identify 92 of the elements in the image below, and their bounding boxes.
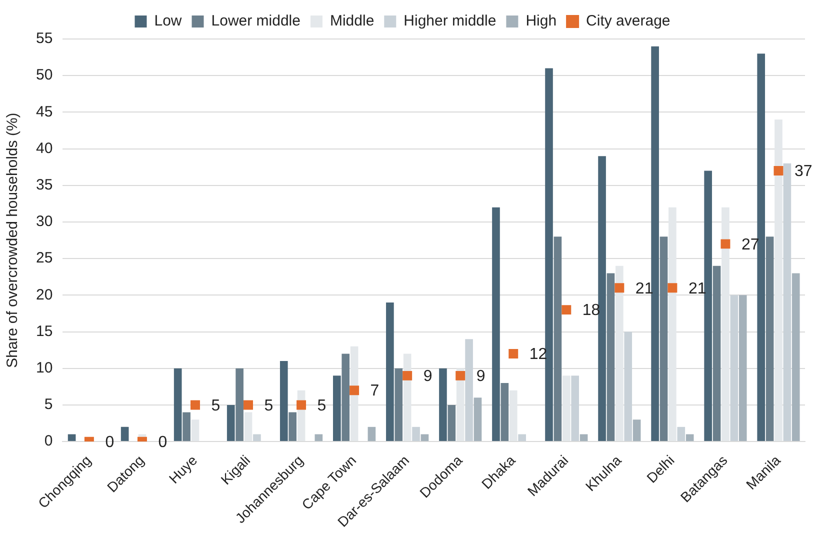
point [562,305,572,315]
bar [492,207,500,442]
legend-label: High [526,12,557,30]
bar [606,273,615,442]
bar [580,434,588,442]
bar [783,163,792,442]
bar [722,207,730,442]
legend-label: City average [586,12,670,30]
bar [792,273,800,442]
data-label: 5 [264,397,274,414]
bar [333,376,341,442]
y-tick-label: 45 [36,103,53,120]
y-tick-label: 5 [44,396,53,414]
legend-label: Middle [330,12,374,30]
bar [730,295,738,442]
y-tick-label: 15 [36,322,53,340]
y-tick-label: 40 [36,140,53,157]
bar [68,434,76,442]
data-label: 5 [317,397,326,414]
y-tick-label: 35 [36,176,53,194]
point [350,386,360,396]
bar [120,426,129,442]
y-tick-label: 25 [36,250,53,267]
legend-label: Lower middle [211,12,300,30]
bar [686,434,694,442]
bar [704,170,712,442]
legend-label: Higher middle [404,12,496,30]
data-label: 9 [423,368,432,386]
bar [757,54,766,442]
bar [518,434,526,442]
y-tick-label: 20 [36,286,53,304]
point [402,370,412,380]
bar [386,302,394,442]
bar [448,404,456,442]
bar [624,332,632,442]
bar [668,207,676,442]
y-tick-label: 30 [36,213,53,230]
point [720,239,730,249]
bar [766,236,774,442]
bar [677,426,686,442]
bar [738,295,747,442]
bar [314,434,323,442]
bar [191,420,200,442]
bar [562,376,570,442]
bar [368,426,376,442]
y-tick-label: 55 [36,30,53,48]
bar [616,266,624,442]
bar [226,404,235,442]
bar [342,354,350,442]
data-label: 37 [794,163,812,180]
bar [774,120,782,442]
bar [174,368,182,442]
legend-label: Low [154,12,182,30]
bar [465,339,473,442]
bar [509,390,518,442]
bar [412,426,420,442]
bar [236,368,244,442]
bar [651,46,659,442]
y-tick-label: 10 [36,360,53,377]
bar [288,412,297,442]
point [508,348,518,358]
bar [280,361,288,442]
point [668,283,678,293]
bar [394,368,403,442]
y-tick-label: 0 [44,432,53,450]
bar [182,412,190,442]
bar [660,236,668,442]
bar [554,236,562,442]
data-label: 5 [211,397,220,414]
point [774,166,784,176]
data-label: 0 [105,434,114,451]
y-axis-title: Share of overcrowded households (%) [4,112,22,368]
bar [545,68,553,442]
bar [571,376,580,442]
bar [632,420,641,442]
bar [598,156,606,442]
point [614,283,624,293]
data-label: 9 [476,368,486,386]
point [190,400,200,410]
bar [474,398,482,442]
point [244,400,254,410]
bar [244,412,252,442]
data-label: 7 [370,382,380,400]
bar [253,434,261,442]
data-label: 0 [158,434,168,451]
bar [500,383,509,442]
bar [712,266,721,442]
y-tick-label: 50 [36,66,53,84]
point [296,400,306,410]
bar [439,368,447,442]
bar [420,434,429,442]
point [456,370,466,380]
